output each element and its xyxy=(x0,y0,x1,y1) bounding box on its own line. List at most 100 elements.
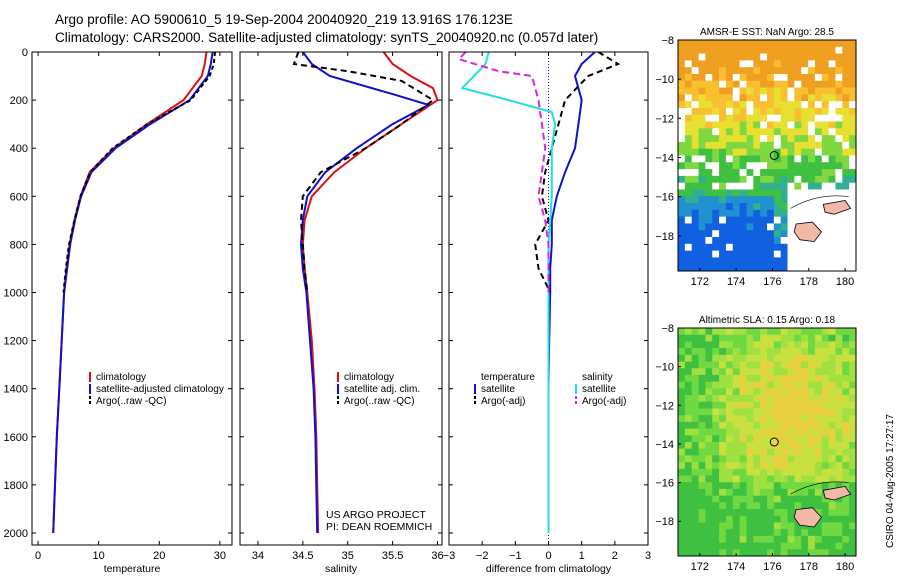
map-cell xyxy=(705,428,713,436)
map-cell xyxy=(732,114,741,122)
map-cell xyxy=(719,250,727,258)
map-cell xyxy=(698,107,706,116)
map-cell xyxy=(753,237,761,245)
map-cell xyxy=(746,549,754,557)
map-cell xyxy=(794,381,802,389)
map-cell xyxy=(794,155,802,163)
map-cell xyxy=(794,488,802,497)
map-cell xyxy=(691,462,699,470)
map-cell xyxy=(767,80,775,88)
map-cell xyxy=(760,40,768,48)
map-cell xyxy=(678,328,686,336)
map-cell xyxy=(712,182,720,190)
map-cell xyxy=(725,107,734,116)
series-line-1 xyxy=(52,51,214,534)
map-cell xyxy=(787,87,795,95)
map-cell xyxy=(678,196,686,204)
map-cell xyxy=(753,203,761,211)
map-cell xyxy=(835,162,843,170)
x-tick-label: 180 xyxy=(836,276,854,288)
map-cell xyxy=(739,401,747,409)
map-cell xyxy=(842,209,850,218)
map-cell xyxy=(739,354,747,362)
map-cell xyxy=(684,395,693,403)
map-cell xyxy=(719,462,727,470)
map-cell xyxy=(719,529,727,537)
map-cell xyxy=(691,395,699,403)
map-cell xyxy=(712,468,720,476)
map-cell xyxy=(678,87,686,95)
map-cell xyxy=(780,435,788,443)
map-cell xyxy=(780,462,788,470)
map-cell xyxy=(678,515,686,523)
map-cell xyxy=(842,175,850,184)
map-cell xyxy=(725,462,734,470)
map-cell xyxy=(842,135,850,143)
map-cell xyxy=(835,94,843,102)
map-cell xyxy=(698,40,706,48)
map-cell xyxy=(773,421,782,429)
map-cell xyxy=(746,46,754,54)
map-cell xyxy=(725,189,734,197)
y-tick-label: 1000 xyxy=(4,287,28,299)
map-cell xyxy=(705,515,713,523)
map-cell xyxy=(767,101,775,109)
map-cell xyxy=(814,216,823,224)
map-cell xyxy=(705,401,713,409)
map-cell xyxy=(753,73,761,82)
map-cell xyxy=(794,257,802,265)
map-cell xyxy=(760,502,768,510)
map-cell xyxy=(842,148,850,156)
map-cell xyxy=(767,67,775,75)
map-cell xyxy=(828,80,836,88)
map-cell xyxy=(725,67,734,75)
map-cell xyxy=(821,67,830,75)
map-cell xyxy=(760,442,768,450)
map-cell xyxy=(794,189,802,197)
map-cell xyxy=(712,455,720,463)
map-cell xyxy=(725,135,734,143)
map-cell xyxy=(753,468,761,476)
map-cell xyxy=(705,475,713,483)
map-cell xyxy=(739,348,747,356)
map-cell xyxy=(691,549,699,557)
legend-entry-label: satellite-adjusted climatology xyxy=(96,384,224,395)
map-cell xyxy=(814,549,823,557)
x-tick-label: 178 xyxy=(800,276,818,288)
map-cell xyxy=(814,87,823,95)
map-cell xyxy=(828,243,836,252)
map-cell xyxy=(780,121,788,129)
map-cell xyxy=(705,46,713,54)
map-cell xyxy=(767,175,775,184)
map-cell xyxy=(821,442,830,450)
map-cell xyxy=(698,169,706,177)
map-cell xyxy=(719,264,727,272)
map-cell xyxy=(739,80,747,88)
map-cell xyxy=(739,128,747,136)
map-cell xyxy=(835,67,843,75)
map-cell xyxy=(794,468,802,476)
map-cell xyxy=(705,509,713,517)
map-cell xyxy=(725,515,734,523)
map-cell xyxy=(828,549,836,557)
map-cell xyxy=(780,428,788,436)
map-cell xyxy=(814,334,823,342)
x-tick-label: 0 xyxy=(545,550,551,562)
map-cell xyxy=(746,60,754,68)
map-cell xyxy=(794,522,802,530)
map-cell xyxy=(739,148,747,156)
map-cell xyxy=(719,482,727,490)
map-cell xyxy=(773,67,782,75)
map-cell xyxy=(780,94,788,102)
map-cell xyxy=(719,455,727,463)
map-cell xyxy=(678,529,686,537)
map-cell xyxy=(835,415,843,423)
map-cell xyxy=(787,341,795,349)
map-cell xyxy=(835,73,843,82)
map-cell xyxy=(684,502,693,510)
map-cell xyxy=(678,388,686,396)
map-cell xyxy=(767,53,775,61)
map-cell xyxy=(849,257,857,265)
map-cell xyxy=(821,94,830,102)
x-tick-label: 172 xyxy=(691,276,709,288)
